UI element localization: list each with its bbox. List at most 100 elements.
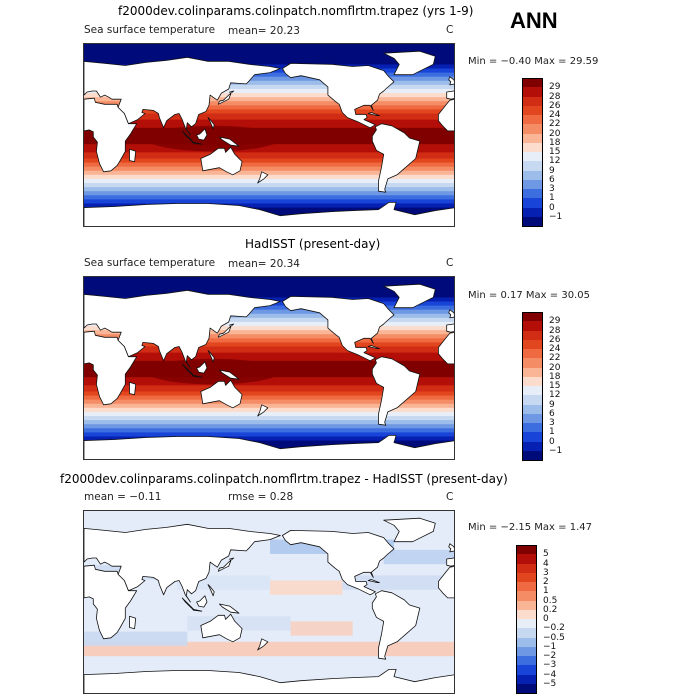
sst-band [84,291,454,294]
colorbar-swatch [522,321,543,332]
colorbar-swatch [522,395,543,406]
colorbar-label: 0 [549,202,555,213]
colorbar-swatch [522,96,543,107]
land-nz [257,638,269,651]
colorbar-label: −1 [549,445,563,456]
sst-band [84,321,454,325]
land-europeW [446,90,454,100]
sst-band [84,105,454,108]
land-eurasiaE [84,289,281,369]
land-newguinea [218,603,240,614]
colorbar-label: −0.5 [543,632,565,643]
colorbar-label: 20 [549,362,561,373]
sst-band [84,160,454,164]
sst-band [84,168,454,172]
sst-band [84,348,454,352]
land-japan [217,323,235,338]
colorbar-swatch [522,349,543,359]
sst-band [84,383,454,386]
sst-band [84,391,454,395]
land-eurasiaE [84,523,281,603]
panel2-minmax: Min = 0.17 Max = 30.05 [468,290,590,301]
sst-band [84,440,454,444]
sst-band [84,311,454,315]
colorbar-swatch [522,358,543,369]
land-antarctica [84,668,454,693]
sst-band [84,432,454,435]
sst-band [84,401,454,405]
land-greenland [383,50,436,76]
sst-band [84,326,454,329]
sst-band [84,293,454,296]
sst-band [84,385,454,388]
land-greenland [383,283,436,309]
sst-band [84,393,454,397]
land-philippines [207,350,215,363]
colorbar-swatch [516,674,537,685]
sst-band [84,174,454,178]
sst-band [84,324,454,327]
land-madagascar [129,381,137,395]
sst-band [84,313,454,317]
sst-band [84,193,454,196]
sst-band [84,442,454,446]
colorbar-swatch [516,582,537,592]
panel2-mean: mean= 20.34 [228,258,300,270]
sst-band [84,225,454,226]
colorbar-swatch [522,441,543,452]
land-australia [200,379,243,409]
land-japan [217,557,235,572]
sst-band [84,154,454,157]
season-label: ANN [510,8,558,33]
colorbar-swatch [522,152,543,162]
land-africaW [437,566,454,599]
panel2-title: HadISST (present-day) [245,237,381,251]
sst-band [84,356,454,360]
sst-band [84,424,454,427]
sst-band [84,76,454,80]
sst-band [84,88,454,92]
sst-band [84,305,454,309]
panel3-title: f2000dev.colinparams.colinpatch.nomflrtm… [60,472,508,486]
sst-band [84,395,454,399]
land-samerica [371,123,421,193]
colorbar-swatch [522,161,543,172]
sst-band [84,422,454,425]
sst-band [84,397,454,401]
sst-band [84,420,454,423]
sst-band [84,48,454,51]
sst-band [84,203,454,207]
sst-band [84,185,454,188]
sst-band [84,354,454,358]
sst-band [84,426,454,429]
sst-band [84,285,454,288]
sst-band [84,103,454,106]
sst-band [84,97,454,100]
colorbar-swatch [516,591,537,602]
sst-band [84,315,454,319]
sst-band [84,352,454,356]
panel2-units: C [446,257,454,269]
sst-band [84,328,454,331]
colorbar-label: 0 [543,614,549,624]
colorbar-label: 28 [549,325,561,336]
colorbar-label: 24 [549,110,561,120]
colorbar-label: 1 [543,586,549,597]
land-namerica [281,62,395,129]
sst-band [84,344,454,348]
sst-band [84,279,454,282]
colorbar-label: 18 [549,371,561,382]
sst-band [84,93,454,96]
colorbar-swatch [516,609,537,620]
sst-band [84,150,454,153]
colorbar-label: −4 [543,669,557,680]
land-africa [84,330,138,406]
sst-band [84,338,454,341]
colorbar-label: 15 [549,147,561,157]
panel1-units: C [446,24,454,36]
land-cuba [367,579,380,583]
sst-band [84,387,454,390]
land-madagascar [129,615,137,629]
colorbar-label: 12 [549,156,561,167]
sst-band [84,191,454,194]
